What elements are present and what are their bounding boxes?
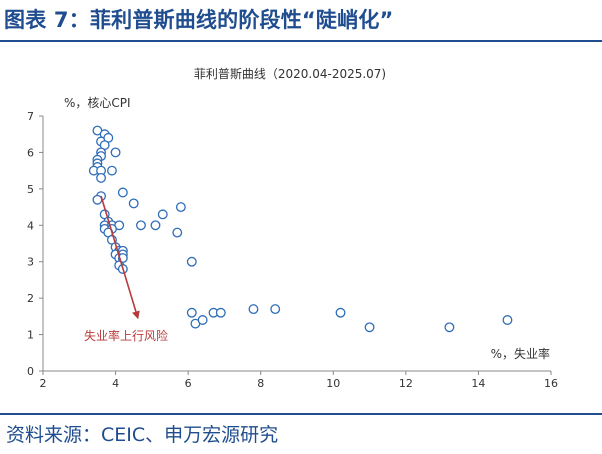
data-point bbox=[175, 202, 186, 213]
data-point bbox=[364, 322, 375, 333]
data-point bbox=[172, 227, 183, 238]
data-points bbox=[88, 125, 513, 333]
data-point bbox=[106, 165, 117, 176]
y-tick-label: 4 bbox=[27, 219, 34, 232]
chart-title: 菲利普斯曲线（2020.04-2025.07) bbox=[194, 67, 386, 81]
x-tick-label: 8 bbox=[257, 377, 264, 390]
data-point bbox=[157, 209, 168, 220]
x-tick-label: 10 bbox=[326, 377, 340, 390]
y-tick-label: 5 bbox=[27, 183, 34, 196]
data-point bbox=[186, 256, 197, 267]
x-tick-label: 12 bbox=[399, 377, 413, 390]
data-point bbox=[215, 307, 226, 318]
data-point bbox=[270, 304, 281, 315]
annotation-label: 失业率上行风险 bbox=[84, 328, 168, 343]
figure-title: 图表 7：菲利普斯曲线的阶段性“陡峭化” bbox=[4, 8, 394, 32]
y-tick-label: 0 bbox=[27, 365, 34, 378]
x-tick-label: 4 bbox=[112, 377, 119, 390]
trend-arrow bbox=[100, 195, 140, 320]
title-underline bbox=[0, 40, 602, 42]
y-tick-label: 3 bbox=[27, 256, 34, 269]
x-tick-label: 6 bbox=[185, 377, 192, 390]
x-tick-label: 14 bbox=[471, 377, 485, 390]
x-tick-label: 2 bbox=[40, 377, 47, 390]
data-point bbox=[96, 172, 107, 183]
data-point bbox=[136, 220, 146, 231]
data-point bbox=[197, 315, 208, 325]
data-point bbox=[117, 187, 128, 198]
data-point bbox=[502, 315, 513, 325]
data-point bbox=[444, 322, 455, 333]
x-axis-label: %，失业率 bbox=[491, 346, 550, 361]
y-tick-label: 1 bbox=[27, 329, 34, 342]
data-point bbox=[186, 307, 197, 318]
x-tick-label: 16 bbox=[544, 377, 558, 390]
source-divider bbox=[0, 413, 602, 415]
data-point bbox=[335, 307, 346, 318]
source-note: 资料来源：CEIC、申万宏源研究 bbox=[6, 424, 279, 446]
data-point bbox=[150, 220, 161, 231]
data-point bbox=[248, 304, 259, 315]
y-axis-label: %，核心CPI bbox=[64, 96, 131, 110]
y-tick-label: 6 bbox=[27, 146, 34, 159]
data-point bbox=[110, 147, 121, 158]
y-tick-label: 7 bbox=[27, 110, 34, 123]
y-tick-label: 2 bbox=[27, 292, 34, 305]
data-point bbox=[128, 198, 139, 209]
